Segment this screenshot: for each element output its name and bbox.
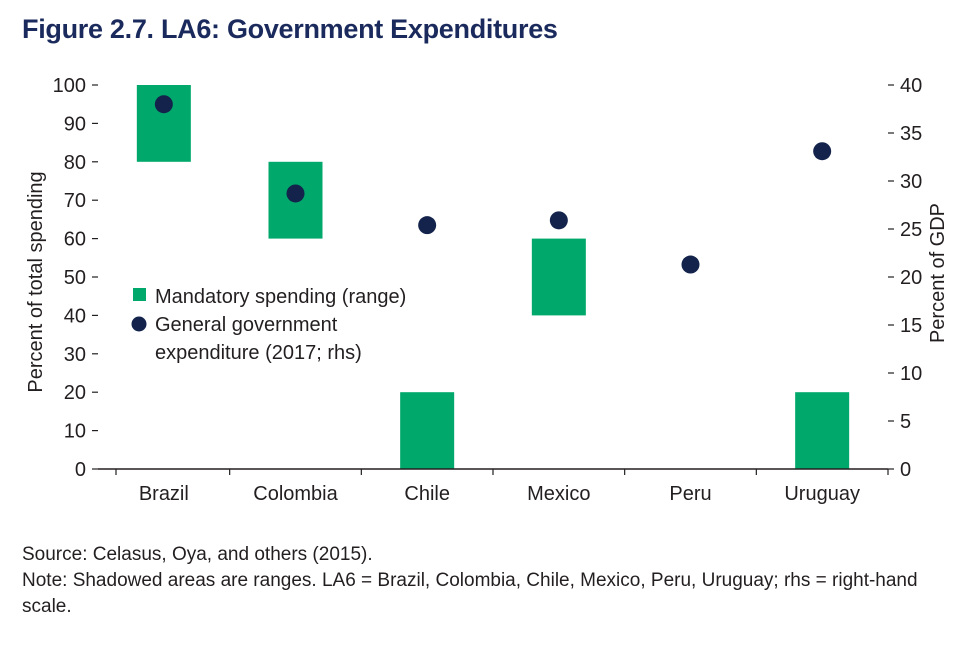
- right-tick-label: 30: [900, 171, 922, 193]
- left-tick-label: 0: [75, 459, 86, 481]
- gdp-points: [154, 95, 832, 274]
- explanatory-note: Note: Shadowed areas are ranges. LA6 = B…: [22, 570, 918, 617]
- left-tick-label: 10: [64, 421, 86, 443]
- range-bar-chile: [400, 392, 455, 469]
- gdp-point-chile: [418, 216, 437, 235]
- range-bars: [136, 85, 850, 469]
- y-axis-label: Percent of total spending: [25, 171, 47, 392]
- source-note: Source: Celasus, Oya, and others (2015).: [22, 544, 373, 565]
- x-tick-label: Uruguay: [784, 483, 860, 505]
- chart-title: Figure 2.7. LA6: Government Expenditures: [22, 14, 558, 44]
- gdp-point-colombia: [286, 184, 305, 203]
- gdp-point-brazil: [154, 95, 173, 114]
- range-bar-mexico: [531, 238, 586, 316]
- legend-swatch-point: [131, 316, 147, 332]
- right-tick-label: 10: [900, 363, 922, 385]
- right-axis: 0 5 10 15 20 25 30 35 40: [888, 75, 922, 481]
- right-tick-label: 5: [900, 411, 911, 433]
- legend-swatch-range: [133, 288, 146, 301]
- x-tick-label: Mexico: [527, 483, 590, 505]
- left-tick-label: 40: [64, 305, 86, 327]
- legend: Mandatory spending (range) General gover…: [131, 286, 406, 364]
- x-tick-label: Colombia: [253, 483, 338, 505]
- left-tick-label: 90: [64, 113, 86, 135]
- right-tick-label: 15: [900, 315, 922, 337]
- x-axis: Brazil Colombia Chile Mexico Peru Uruguay: [115, 469, 889, 505]
- x-tick-label: Brazil: [139, 483, 189, 505]
- x-tick-label: Chile: [404, 483, 450, 505]
- gdp-point-peru: [681, 255, 700, 274]
- right-tick-label: 0: [900, 459, 911, 481]
- right-tick-label: 25: [900, 219, 922, 241]
- right-tick-label: 20: [900, 267, 922, 289]
- left-tick-label: 80: [64, 152, 86, 174]
- gdp-point-uruguay: [813, 142, 832, 161]
- gdp-point-mexico: [549, 211, 568, 230]
- left-tick-label: 100: [53, 75, 86, 97]
- right-tick-label: 35: [900, 123, 922, 145]
- footnotes: Source: Celasus, Oya, and others (2015).…: [22, 542, 922, 620]
- y2-axis-label: Percent of GDP: [927, 203, 949, 343]
- right-tick-label: 40: [900, 75, 922, 97]
- left-tick-label: 60: [64, 229, 86, 251]
- left-tick-label: 30: [64, 344, 86, 366]
- left-tick-label: 20: [64, 382, 86, 404]
- x-tick-label: Peru: [669, 483, 711, 505]
- range-bar-uruguay: [795, 392, 850, 469]
- left-axis: 0 10 20 30 40 50 60 70 80 90 100: [53, 75, 98, 481]
- left-tick-label: 50: [64, 267, 86, 289]
- legend-label-point: General government expenditure (2017; rhs…: [155, 314, 362, 364]
- legend-label-range: Mandatory spending (range): [155, 286, 406, 308]
- left-tick-label: 70: [64, 190, 86, 212]
